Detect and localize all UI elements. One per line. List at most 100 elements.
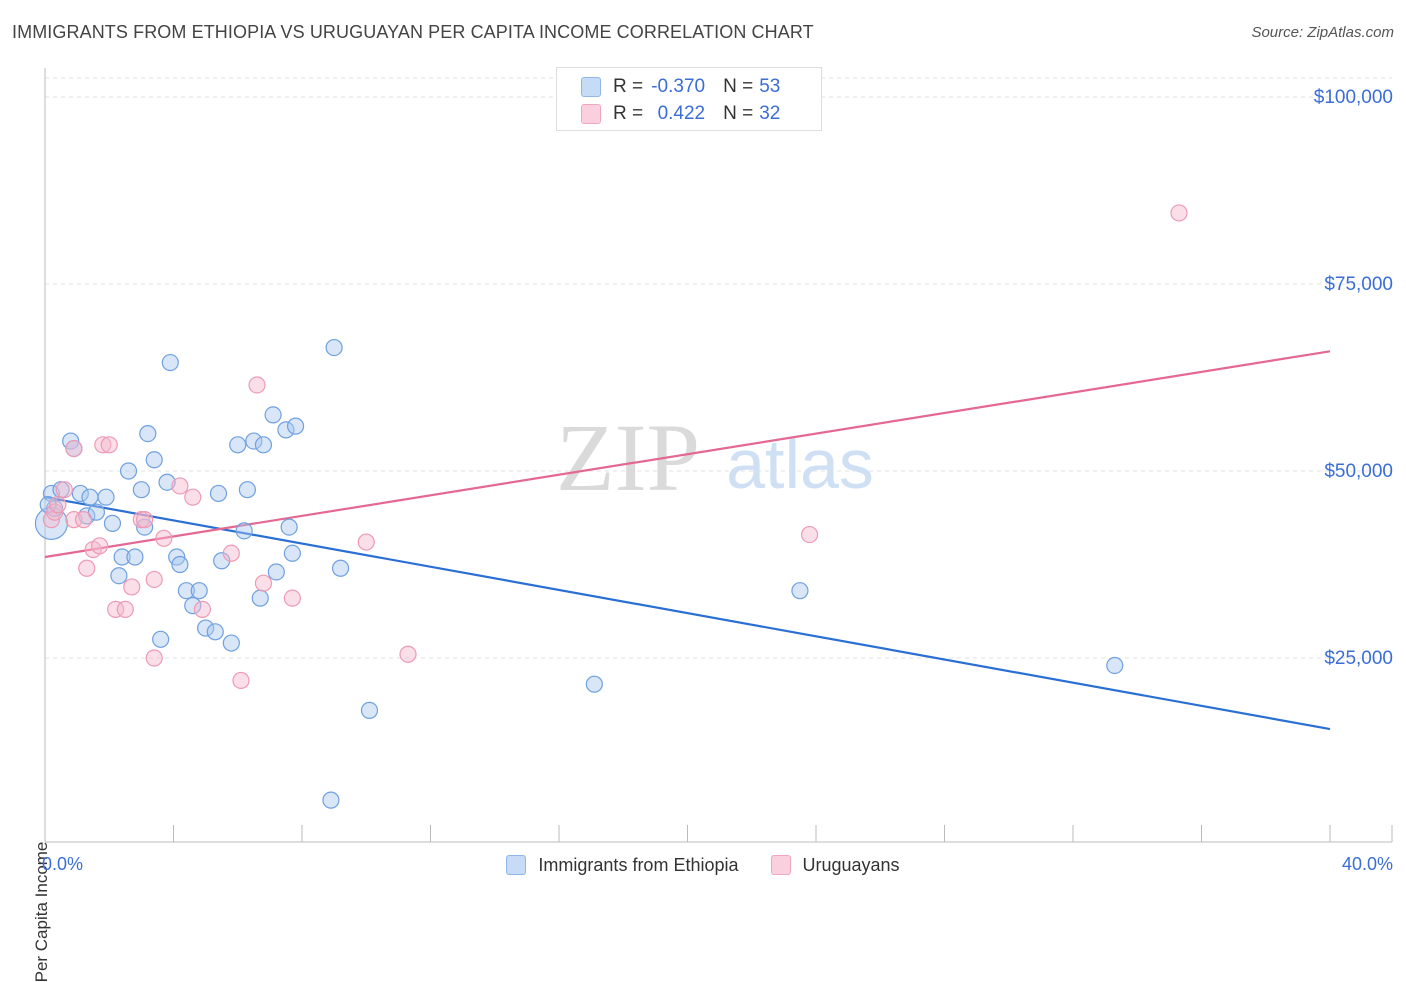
point-ethiopia xyxy=(81,488,99,506)
point-uruguayans xyxy=(123,578,141,596)
point-ethiopia xyxy=(283,544,301,562)
y-tick-label: $75,000 xyxy=(1324,274,1393,295)
data-points xyxy=(34,204,1188,809)
point-uruguayans xyxy=(65,511,83,529)
legend-row-uruguayans: R = 0.422 N = 32 xyxy=(581,102,789,126)
legend-item-ethiopia[interactable]: Immigrants from Ethiopia xyxy=(506,854,739,876)
chart-title: IMMIGRANTS FROM ETHIOPIA VS URUGUAYAN PE… xyxy=(12,22,814,42)
point-ethiopia xyxy=(119,462,138,480)
point-ethiopia xyxy=(161,353,179,372)
legend-label-ethiopia: Immigrants from Ethiopia xyxy=(538,854,739,875)
point-ethiopia xyxy=(177,582,195,600)
legend-row-ethiopia: R = -0.370 N = 53 xyxy=(581,75,789,99)
point-uruguayans xyxy=(248,376,266,394)
point-ethiopia xyxy=(87,503,106,521)
point-ethiopia xyxy=(238,481,256,499)
point-ethiopia xyxy=(184,597,202,615)
point-ethiopia xyxy=(585,675,603,693)
point-ethiopia xyxy=(331,559,350,577)
point-ethiopia xyxy=(267,563,285,581)
point-uruguayans xyxy=(145,649,163,667)
point-ethiopia xyxy=(97,488,115,506)
scatter-chart: ZIP atlas $25,000 $50,000 $75,000 $100,000 0… xyxy=(34,68,1393,874)
series-legend: Immigrants from Ethiopia Uruguayans xyxy=(0,852,1406,878)
point-uruguayans xyxy=(222,544,240,562)
point-ethiopia xyxy=(222,634,240,652)
point-ethiopia xyxy=(264,406,282,424)
point-ethiopia xyxy=(277,421,295,439)
point-ethiopia xyxy=(251,589,269,607)
source-credit: Source: ZipAtlas.com xyxy=(1251,24,1394,41)
point-uruguayans xyxy=(171,477,189,495)
point-ethiopia xyxy=(791,582,809,600)
point-ethiopia xyxy=(209,484,228,503)
point-uruguayans xyxy=(65,439,83,458)
point-ethiopia xyxy=(145,451,163,469)
legend-label-uruguayans: Uruguayans xyxy=(802,854,900,875)
point-uruguayans xyxy=(94,436,112,454)
point-uruguayans xyxy=(254,574,273,592)
watermark-zip: ZIP xyxy=(556,404,700,511)
point-ethiopia xyxy=(71,484,89,503)
x-tick-label: 0.0% xyxy=(42,854,83,874)
point-uruguayans xyxy=(116,600,134,618)
point-ethiopia xyxy=(132,481,150,499)
point-uruguayans xyxy=(100,436,118,454)
point-uruguayans xyxy=(800,525,819,544)
point-uruguayans xyxy=(283,589,301,607)
y-tick-label: $50,000 xyxy=(1324,461,1393,482)
point-ethiopia xyxy=(235,522,253,540)
point-uruguayans xyxy=(49,496,67,514)
legend-swatch-ethiopia xyxy=(506,855,527,875)
r-label: R = xyxy=(613,76,644,97)
point-ethiopia xyxy=(325,338,343,357)
n-value: 32 xyxy=(759,103,781,124)
point-ethiopia xyxy=(139,425,157,443)
point-uruguayans xyxy=(55,481,73,499)
legend-swatch-uruguayans xyxy=(770,855,791,875)
point-uruguayans xyxy=(78,559,96,577)
point-uruguayans xyxy=(145,570,163,589)
point-uruguayans xyxy=(232,671,250,690)
legend-swatch-ethiopia xyxy=(581,77,601,97)
point-uruguayans xyxy=(91,537,109,555)
point-ethiopia xyxy=(206,623,224,641)
point-uruguayans xyxy=(399,645,417,663)
r-value: -0.370 xyxy=(651,76,706,97)
legend-item-uruguayans[interactable]: Uruguayans xyxy=(770,854,900,876)
point-ethiopia xyxy=(126,548,144,566)
point-ethiopia xyxy=(113,548,131,566)
point-uruguayans xyxy=(135,511,154,529)
n-label: N = xyxy=(723,76,754,97)
r-value: 0.422 xyxy=(657,103,706,124)
point-ethiopia xyxy=(110,567,128,585)
watermark-atlas: atlas xyxy=(726,425,874,503)
y-tick-label: $100,000 xyxy=(1314,87,1393,108)
point-uruguayans xyxy=(184,488,202,506)
n-label: N = xyxy=(723,103,754,124)
point-uruguayans xyxy=(357,533,375,551)
point-ethiopia xyxy=(360,701,379,719)
tick-labels: $25,000 $50,000 $75,000 $100,000 0.0% 40.0% xyxy=(42,87,1393,874)
point-uruguayans xyxy=(193,600,212,618)
point-ethiopia xyxy=(245,432,263,450)
correlation-legend: R = -0.370 N = 53 R = 0.422 N = 32 xyxy=(556,67,822,131)
trend-lines xyxy=(44,350,1331,731)
point-ethiopia xyxy=(158,473,176,491)
point-ethiopia xyxy=(190,582,208,600)
point-ethiopia xyxy=(229,436,247,454)
point-uruguayans xyxy=(1170,204,1188,222)
trend-line-uruguayans xyxy=(44,350,1331,559)
x-tick-label: 40.0% xyxy=(1342,854,1393,874)
r-label: R = xyxy=(613,103,644,124)
point-ethiopia xyxy=(1106,656,1124,675)
point-uruguayans xyxy=(155,529,173,547)
legend-swatch-uruguayans xyxy=(581,104,601,124)
point-ethiopia xyxy=(103,514,122,532)
point-ethiopia xyxy=(171,555,189,574)
point-ethiopia xyxy=(152,630,170,648)
point-ethiopia xyxy=(280,518,298,536)
watermark: ZIP atlas xyxy=(556,404,874,511)
y-tick-label: $25,000 xyxy=(1324,648,1393,669)
point-ethiopia xyxy=(286,417,305,435)
